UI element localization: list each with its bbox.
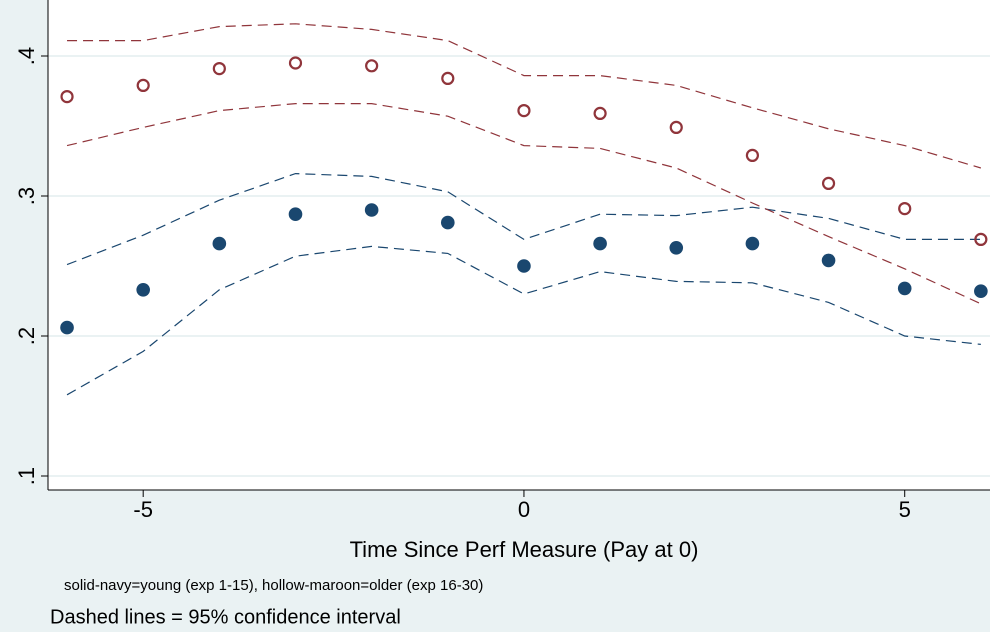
x-tick-label: -5: [133, 497, 153, 522]
note: solid-navy=young (exp 1-15), hollow-maro…: [64, 577, 483, 594]
y-tick-label: .2: [14, 327, 39, 345]
point: [517, 259, 531, 273]
point: [212, 236, 227, 251]
point: [974, 232, 988, 246]
point: [440, 215, 455, 230]
y-tick-label: .1: [14, 467, 39, 485]
point: [745, 236, 760, 251]
point: [136, 283, 150, 297]
x-axis-label: Time Since Perf Measure (Pay at 0): [350, 537, 699, 562]
ci-line: [66, 245, 981, 396]
point: [136, 78, 150, 93]
point: [517, 103, 531, 118]
note: Dashed lines = 95% confidence interval: [50, 606, 401, 628]
ci-line: [66, 103, 982, 305]
point: [212, 61, 226, 76]
point: [593, 236, 607, 251]
point: [593, 106, 607, 121]
ci-line: [67, 23, 982, 169]
ci-line: [66, 172, 981, 266]
point: [821, 176, 836, 190]
x-tick-label: 0: [518, 497, 530, 522]
point: [898, 202, 912, 216]
point: [288, 56, 303, 70]
point: [60, 89, 74, 104]
point: [288, 207, 303, 221]
point: [365, 59, 379, 73]
point: [974, 284, 988, 299]
point: [821, 253, 836, 268]
point: [669, 120, 683, 135]
plot-area: [48, 0, 990, 490]
point: [364, 203, 379, 217]
y-tick-label: .3: [14, 187, 39, 205]
point: [745, 148, 760, 162]
point: [441, 71, 455, 86]
point: [60, 320, 74, 335]
y-tick-label: .4: [14, 47, 39, 65]
point: [897, 281, 912, 296]
point: [669, 241, 684, 255]
x-tick-label: 5: [899, 497, 911, 522]
